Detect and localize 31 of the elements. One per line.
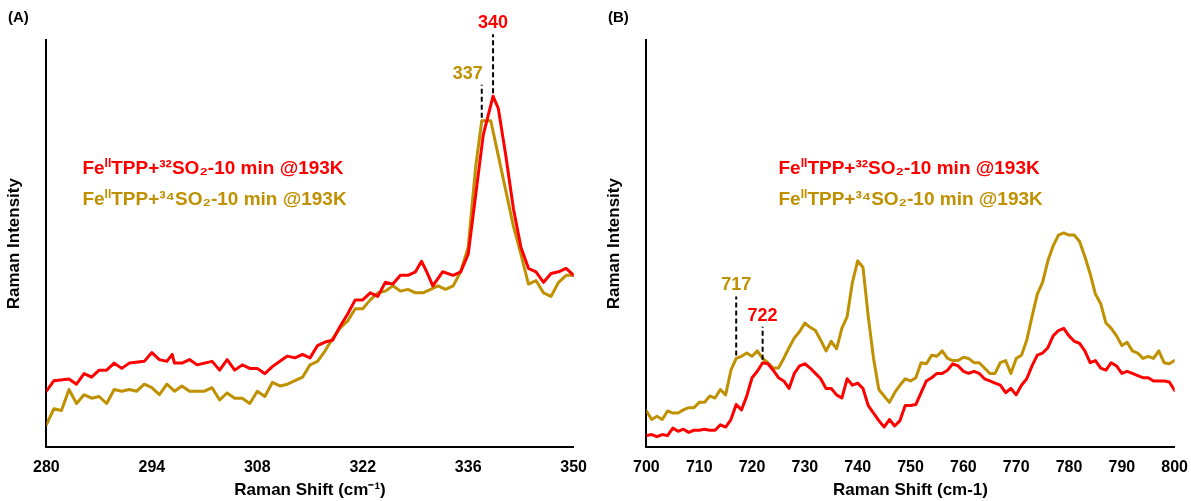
annotation: 340 <box>478 12 509 33</box>
x-axis-title: Raman Shift (cm-1) <box>833 480 988 500</box>
x-tick-label: 730 <box>791 458 819 476</box>
annotation: 337 <box>452 62 483 83</box>
x-tick-label: 308 <box>243 458 271 476</box>
x-tick-label: 350 <box>560 458 588 476</box>
text: Fe$^{II}$TPP+³²SO₂-10 min @193K <box>82 155 345 181</box>
x-tick-label: 280 <box>33 458 60 476</box>
x-tick-label: 294 <box>138 458 166 476</box>
x-tick-label: 740 <box>844 458 872 476</box>
y-axis-title: Raman Intensity <box>3 177 23 310</box>
x-tick-label: 336 <box>454 458 482 476</box>
x-tick-label: 780 <box>1055 458 1083 476</box>
x-tick-label: 700 <box>633 458 660 476</box>
chart-title: (B) <box>608 8 629 25</box>
annotation: 722 <box>747 304 778 325</box>
y-axis-title: Raman Intensity <box>603 177 623 310</box>
text: Fe$^{II}$TPP+³²SO₂-10 min @193K <box>778 155 1041 181</box>
x-tick-label: 322 <box>349 458 377 476</box>
x-tick-label: 790 <box>1108 458 1136 476</box>
x-tick-label: 750 <box>897 458 924 476</box>
chart-title: (A) <box>8 8 29 25</box>
x-tick-label: 710 <box>685 458 713 476</box>
series-label: Fe$^{II}$TPP+³⁴SO₂-10 min @193K <box>778 186 1043 212</box>
x-tick-label: 770 <box>1002 458 1030 476</box>
x-tick-label: 800 <box>1161 458 1189 476</box>
x-tick-label: 720 <box>738 458 766 476</box>
text: Fe$^{II}$TPP+³⁴SO₂-10 min @193K <box>82 186 347 212</box>
x-tick-label: 760 <box>950 458 977 476</box>
x-axis-title: Raman Shift (cm⁻¹) <box>234 480 386 500</box>
annotation: 717 <box>721 274 752 295</box>
